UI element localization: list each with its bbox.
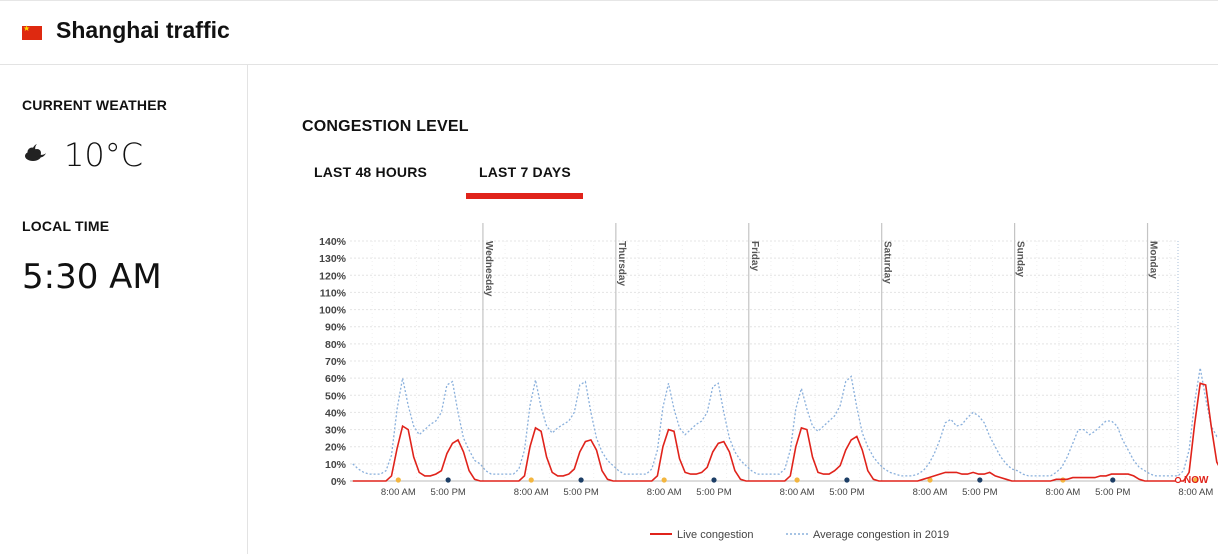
page-header: ★ Shanghai traffic: [0, 1, 1218, 65]
legend-average-label: Average congestion in 2019: [813, 529, 949, 541]
series-live-congestion: [352, 382, 1218, 482]
evening-dot: [578, 477, 584, 483]
y-tick-label: 60%: [325, 373, 347, 385]
morning-dot: [927, 477, 933, 483]
day-label: Saturday: [882, 241, 893, 284]
y-tick-label: 40%: [325, 407, 347, 419]
day-label: Wednesday: [483, 241, 494, 297]
y-tick-label: 110%: [320, 287, 347, 299]
time-tick-label: 5:00 PM: [829, 487, 864, 498]
time-tick-label: 8:00 AM: [780, 487, 815, 498]
china-flag-icon: ★: [22, 24, 42, 40]
y-tick-label: 70%: [325, 356, 347, 368]
evening-dot: [844, 477, 850, 483]
y-tick-label: 30%: [325, 425, 347, 437]
tab-last-48-hours[interactable]: LAST 48 HOURS: [314, 164, 428, 180]
now-marker: [1174, 476, 1182, 484]
tab-last-7-days[interactable]: LAST 7 DAYS: [479, 164, 571, 180]
time-tick-label: 8:00 AM: [913, 487, 948, 498]
sidebar: [0, 65, 248, 554]
legend-live-label: Live congestion: [677, 529, 753, 541]
evening-dot: [1110, 477, 1116, 483]
evening-dot: [711, 477, 717, 483]
cloudy-night-icon: [24, 141, 50, 168]
y-tick-label: 0%: [331, 476, 347, 488]
day-label: Sunday: [1015, 241, 1026, 278]
morning-dot: [794, 477, 800, 483]
evening-dot: [977, 477, 983, 483]
congestion-level-title: CONGESTION LEVEL: [302, 118, 469, 135]
active-tab-indicator: [466, 193, 583, 199]
local-time-label: LOCAL TIME: [22, 218, 110, 234]
y-tick-label: 80%: [325, 339, 347, 351]
time-tick-label: 5:00 PM: [430, 487, 465, 498]
y-tick-label: 120%: [319, 270, 347, 282]
y-tick-label: 130%: [319, 253, 347, 265]
time-tick-label: 8:00 AM: [1045, 487, 1080, 498]
y-tick-label: 140%: [319, 236, 347, 248]
morning-dot: [1060, 477, 1066, 483]
time-tick-label: 5:00 PM: [563, 487, 598, 498]
morning-dot: [661, 477, 667, 483]
temperature-value: 10°C: [64, 136, 144, 174]
now-label: NOW: [1184, 475, 1209, 486]
day-label: Thursday: [616, 241, 627, 286]
page-title: Shanghai traffic: [56, 17, 230, 43]
top-border: [0, 0, 1218, 1]
day-label: Monday: [1148, 241, 1159, 279]
morning-dot: [1193, 477, 1199, 483]
day-label: Friday: [749, 241, 760, 271]
morning-dot: [528, 477, 534, 483]
y-tick-label: 10%: [325, 459, 347, 471]
current-weather-label: CURRENT WEATHER: [22, 97, 168, 113]
evening-dot: [445, 477, 451, 483]
y-tick-label: 50%: [325, 390, 347, 402]
time-tick-label: 5:00 PM: [1095, 487, 1130, 498]
time-tick-label: 5:00 PM: [962, 487, 997, 498]
time-tick-label: 5:00 PM: [696, 487, 731, 498]
time-tick-label: 8:00 AM: [647, 487, 682, 498]
y-tick-label: 90%: [325, 322, 347, 334]
time-tick-label: 8:00 AM: [1178, 487, 1213, 498]
series-average-congestion: [352, 367, 1218, 477]
morning-dot: [395, 477, 401, 483]
y-tick-label: 20%: [325, 442, 347, 454]
time-tick-label: 8:00 AM: [514, 487, 549, 498]
local-time-value: 5:30 AM: [22, 257, 162, 297]
y-tick-label: 100%: [319, 305, 347, 317]
time-tick-label: 8:00 AM: [381, 487, 416, 498]
